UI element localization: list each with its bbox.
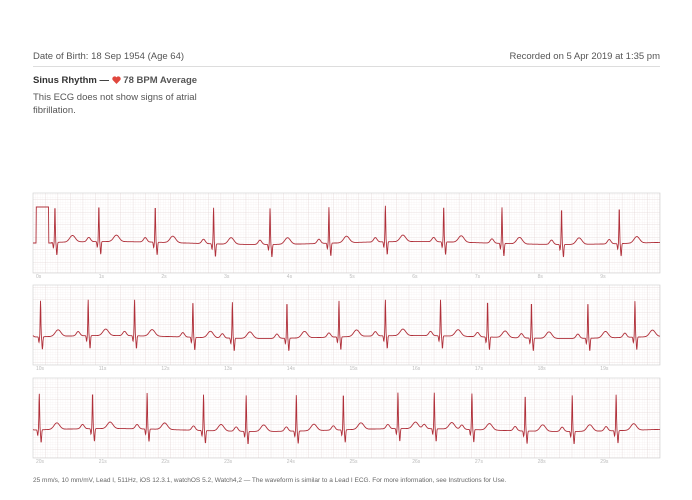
time-label: 21s [99,459,108,465]
time-label: 15s [350,366,359,372]
time-label: 17s [475,366,484,372]
ecg-strips: 0s 1s 2s 3s 4s 5s 6s 7s 8s 9s 10s 11s 12s 13s 14s 15s 16… [32,192,661,465]
footer: 25 mm/s, 10 mm/mV, Lead I, 511Hz, iOS 12… [33,477,507,484]
result: Sinus Rhythm — 78 BPM Average [33,75,197,86]
time-label: 16s [412,366,421,372]
time-label: 18s [538,366,547,372]
time-label: 5s [350,274,356,280]
time-label: 4s [287,274,293,280]
time-label: 3s [224,274,230,280]
ecg-waveform [33,205,660,258]
classification: Sinus Rhythm — [33,75,110,86]
time-label: 9s [600,274,606,280]
recorded-date: Recorded on 5 Apr 2019 at 1:35 pm [509,51,660,62]
time-label: 0s [36,274,42,280]
description: This ECG does not show signs of atrial f… [33,92,197,116]
time-label: 26s [412,459,421,465]
time-label: 2s [161,274,167,280]
time-label: 13s [224,366,233,372]
bpm-average: 78 BPM Average [123,75,198,86]
time-label: 1s [99,274,105,280]
time-label: 14s [287,366,296,372]
time-label: 11s [99,366,107,372]
time-label: 6s [412,274,418,280]
time-label: 19s [600,366,609,372]
time-label: 7s [475,274,481,280]
time-label: 28s [538,459,547,465]
time-label: 25s [350,459,359,465]
time-label: 27s [475,459,484,465]
time-label: 20s [36,459,45,465]
divider [33,66,660,67]
heart-icon [111,76,121,84]
time-label: 29s [600,459,609,465]
time-label: 23s [224,459,233,465]
date-of-birth: Date of Birth: 18 Sep 1954 (Age 64) [33,51,185,62]
grid-major [32,284,661,366]
time-label: 10s [36,366,45,372]
time-label: 12s [161,366,170,372]
grid-major [32,377,661,459]
grid-major [32,192,661,274]
time-label: 22s [161,459,170,465]
time-label: 24s [287,459,296,465]
ecg-waveform [32,392,660,444]
ecg-waveform [32,299,660,351]
time-label: 8s [538,274,544,280]
